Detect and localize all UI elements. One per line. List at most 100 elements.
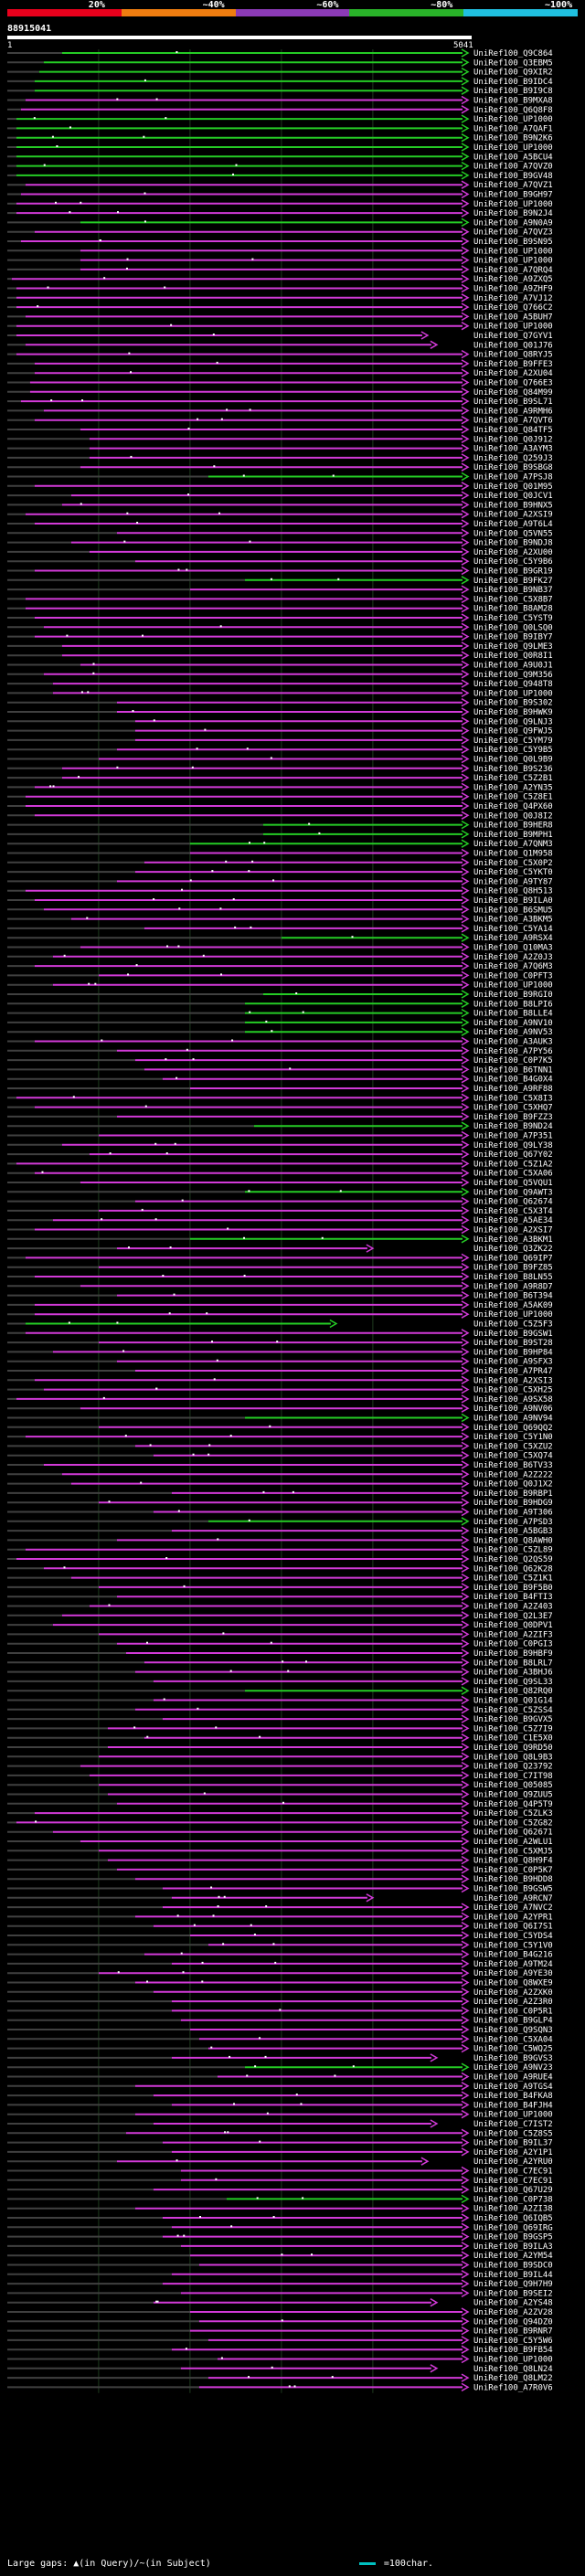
hit-arrow: [461, 1036, 470, 1046]
hit-arrow: [461, 1423, 470, 1432]
hit-arrow: [461, 368, 470, 377]
gap-mark: [117, 1971, 120, 1974]
gap-mark: [103, 277, 106, 280]
hit-arrow: [461, 1027, 470, 1036]
footer-scale-note: =100char.: [383, 2559, 434, 2569]
gap-mark: [136, 522, 139, 524]
hit-arrow: [461, 688, 470, 698]
gap-mark: [302, 2197, 304, 2200]
gap-mark: [165, 1152, 168, 1155]
hit-label: UniRef100_Q6IQB5: [473, 2214, 553, 2223]
hit-label: UniRef100_Q9FWJ5: [473, 727, 553, 737]
gap-mark: [220, 418, 223, 420]
gap-mark: [102, 1396, 105, 1399]
hit-label: UniRef100_Q0JCV1: [473, 492, 553, 501]
hit-label: UniRef100_B8AM28: [473, 605, 553, 614]
gap-mark: [271, 2366, 273, 2369]
hit-arrow: [461, 217, 470, 228]
gap-mark: [216, 361, 218, 364]
hit-label: UniRef100_A9RMH6: [473, 407, 553, 416]
hit-arrow: [461, 1235, 470, 1244]
hit-arrow: [461, 1968, 470, 1977]
hit-arrow: [461, 1489, 470, 1498]
hit-label: UniRef100_Q62674: [473, 1198, 553, 1207]
gap-mark: [56, 145, 58, 147]
gap-mark: [248, 1519, 250, 1521]
hit-arrow: [461, 1705, 470, 1714]
hit-label: UniRef100_B9SDC0: [473, 2262, 553, 2271]
hit-arrow: [461, 453, 470, 462]
hit-arrow: [461, 1931, 470, 1940]
gap-mark: [215, 2178, 218, 2180]
hit-label: UniRef100_Q5VQU1: [473, 1179, 553, 1188]
hit-arrow: [461, 1903, 470, 1912]
hit-arrow: [461, 462, 470, 472]
hit-label: UniRef100_C5X0P2: [473, 859, 553, 868]
hit-arrow: [461, 2242, 470, 2251]
hit-arrow: [461, 2176, 470, 2185]
hit-arrow: [461, 970, 470, 981]
hit-label: UniRef100_C5Z5F3: [473, 1320, 553, 1330]
hit-label: UniRef100_Q0L9B9: [473, 756, 553, 765]
gap-mark: [248, 1190, 250, 1193]
hit-label: UniRef100_Q67U29: [473, 2186, 553, 2195]
hit-label: UniRef100_C5Z7I9: [473, 1724, 553, 1733]
gap-mark: [154, 1218, 157, 1221]
hit-arrow: [461, 2345, 470, 2354]
gap-mark: [176, 1914, 179, 1917]
hit-arrow: [461, 2100, 470, 2110]
hit-label: UniRef100_B9GSW1: [473, 1330, 553, 1339]
gap-mark: [204, 728, 207, 731]
gap-mark: [243, 1236, 246, 1239]
gap-mark: [223, 1895, 226, 1898]
hit-arrow: [461, 1780, 470, 1789]
gap-mark: [302, 1011, 304, 1013]
hit-label: UniRef100_UP1000: [473, 257, 553, 266]
hit-arrow: [461, 952, 470, 961]
hit-label: UniRef100_B6T394: [473, 1292, 553, 1301]
hit-label: UniRef100_C5Z8E1: [473, 793, 553, 802]
hit-arrow: [461, 105, 470, 114]
gap-mark: [197, 418, 199, 420]
hit-label: UniRef100_UP1000: [473, 1310, 553, 1320]
gap-mark: [130, 455, 133, 458]
hit-label: UniRef100_C5XA04: [473, 2035, 553, 2044]
hit-label: UniRef100_Q9XIR2: [473, 69, 553, 78]
gap-mark: [282, 1801, 285, 1804]
gap-mark: [193, 1924, 196, 1926]
hit-label: UniRef100_C5XQ74: [473, 1452, 553, 1461]
hit-label: UniRef100_C5Y5W6: [473, 2337, 553, 2346]
hit-arrow: [461, 754, 470, 764]
gap-mark: [248, 842, 250, 844]
gap-mark: [155, 2300, 158, 2303]
hit-label: UniRef100_C0PGI3: [473, 1640, 553, 1649]
hit-label: UniRef100_Q0J912: [473, 435, 553, 444]
hit-label: UniRef100_C5XZU2: [473, 1442, 553, 1451]
hit-arrow: [461, 1507, 470, 1517]
hit-label: UniRef100_A7QNM3: [473, 840, 553, 849]
hit-label: UniRef100_C5XH25: [473, 1386, 553, 1395]
hit-arrow: [461, 2043, 470, 2053]
hit-label: UniRef100_Q84M99: [473, 388, 553, 398]
hit-label: UniRef100_C5Z8S5: [473, 2129, 553, 2138]
hit-arrow: [461, 302, 470, 312]
gap-mark: [177, 945, 180, 948]
hit-label: UniRef100_C0P7K5: [473, 1056, 553, 1065]
gap-mark: [183, 2234, 186, 2237]
hit-label: UniRef100_A2YS48: [473, 2299, 553, 2308]
hit-label: UniRef100_B9SEI2: [473, 2289, 553, 2298]
gap-mark: [282, 1660, 284, 1663]
hit-label: UniRef100_B9MXA8: [473, 97, 553, 106]
hit-label: UniRef100_Q0J1X2: [473, 1480, 553, 1489]
gap-mark: [206, 1312, 208, 1315]
hit-arrow: [461, 792, 470, 801]
hit-label: UniRef100_A5AK09: [473, 1301, 553, 1310]
hit-arrow: [461, 2213, 470, 2222]
gap-mark: [183, 1585, 186, 1587]
gap-mark: [235, 164, 238, 166]
hit-arrow: [461, 1677, 470, 1686]
hit-label: UniRef100_A9T306: [473, 1509, 553, 1518]
hit-arrow: [461, 1357, 470, 1366]
hit-arrow: [420, 2157, 430, 2166]
gap-mark: [289, 1067, 292, 1070]
